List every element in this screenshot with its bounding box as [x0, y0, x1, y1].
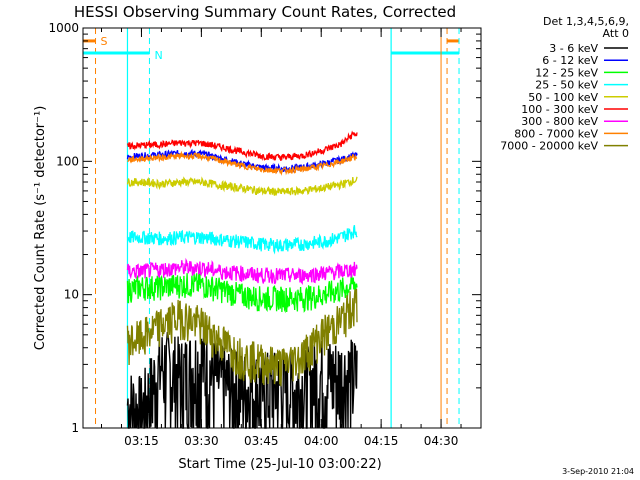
- y-tick-label-3: 1000: [48, 21, 79, 35]
- legend-label-7: 800 - 7000 keV: [514, 127, 598, 140]
- legend-label-6: 300 - 800 keV: [521, 115, 598, 128]
- legend-label-4: 50 - 100 keV: [528, 91, 598, 104]
- x-tick-label-3: 04:00: [304, 434, 339, 448]
- series-3-6kev: [126, 329, 358, 429]
- x-tick-label-4: 04:15: [364, 434, 399, 448]
- y-tick-label-0: 1: [71, 421, 79, 435]
- legend-label-8: 7000 - 20000 keV: [500, 140, 598, 153]
- chart-title: HESSI Observing Summary Count Rates, Cor…: [74, 3, 456, 21]
- series-7000-20000kev: [126, 288, 358, 387]
- series-12-25kev: [126, 272, 358, 314]
- x-tick-label-1: 03:30: [184, 434, 219, 448]
- x-tick-label-2: 03:45: [244, 434, 279, 448]
- footer-date: 3-Sep-2010 21:04: [562, 467, 634, 476]
- series-800-7000kev: [127, 150, 358, 176]
- legend-label-3: 25 - 50 keV: [535, 79, 598, 92]
- legend-label-0: 3 - 6 keV: [549, 42, 598, 55]
- x-axis: 03:15 03:30 03:45 04:00 04:15 04:30: [101, 28, 462, 448]
- legend-header-line-1: Det 1,3,4,5,6,9,: [543, 15, 629, 28]
- series-50-100kev: [126, 176, 358, 196]
- y-tick-label-2: 100: [56, 154, 79, 168]
- series-300-800kev: [126, 257, 358, 286]
- series-layer: [126, 130, 358, 429]
- legend-label-1: 6 - 12 keV: [542, 54, 598, 67]
- series-100-300kev: [126, 130, 358, 162]
- legend-label-5: 100 - 300 keV: [521, 103, 598, 116]
- series-25-50kev: [126, 225, 358, 255]
- y-tick-label-1: 10: [64, 288, 79, 302]
- y-axis: 1 10 100 1000: [48, 21, 481, 435]
- plot-frame: [82, 27, 482, 429]
- x-tick-label-5: 04:30: [424, 434, 459, 448]
- flag-label-S: S: [101, 35, 108, 48]
- legend-label-2: 12 - 25 keV: [535, 66, 598, 79]
- y-axis-label: Corrected Count Rate (s⁻¹ detector⁻¹): [33, 106, 48, 351]
- x-tick-label-0: 03:15: [124, 434, 159, 448]
- observing-flags: SN: [83, 28, 460, 428]
- flag-label-N: N: [154, 49, 162, 62]
- legend-header-line-2: Att 0: [603, 27, 629, 40]
- x-axis-label: Start Time (25-Jul-10 03:00:22): [178, 457, 381, 472]
